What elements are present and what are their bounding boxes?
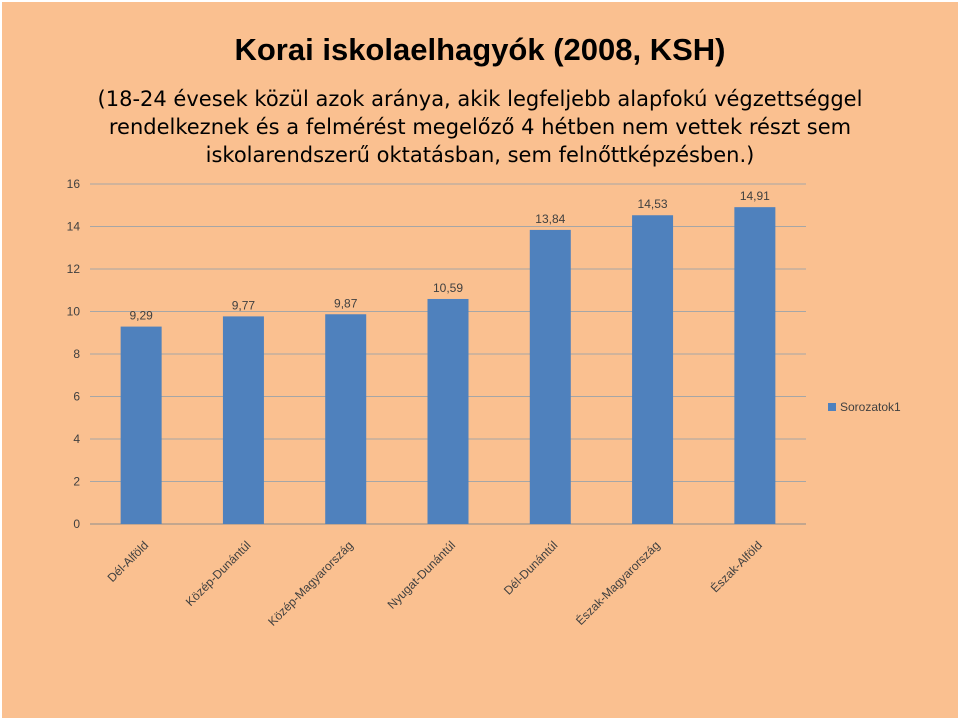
data-label: 9,87 xyxy=(334,296,358,310)
y-tick-label: 8 xyxy=(73,347,80,361)
chart-subtitle: (18-24 évesek közül azok aránya, akik le… xyxy=(97,87,863,167)
bar xyxy=(325,314,367,524)
bar xyxy=(427,298,469,524)
legend: Sorozatok1 xyxy=(828,400,901,414)
y-tick-label: 12 xyxy=(67,262,81,276)
bar xyxy=(632,215,674,525)
data-label: 9,29 xyxy=(129,309,153,323)
y-tick-label: 14 xyxy=(67,220,81,234)
legend-entry: Sorozatok1 xyxy=(840,400,901,414)
y-tick-label: 4 xyxy=(73,432,80,446)
data-label: 14,53 xyxy=(638,197,668,211)
x-tick-label: Észak-Alföld xyxy=(707,538,765,596)
data-label: 14,91 xyxy=(740,189,770,203)
bar xyxy=(120,326,162,524)
legend-swatch xyxy=(828,403,836,411)
data-label: 10,59 xyxy=(433,281,463,295)
y-tick-label: 16 xyxy=(67,177,81,191)
y-tick-label: 2 xyxy=(73,475,80,489)
x-tick-label: Észak-Magyarország xyxy=(572,538,662,628)
x-tick-label: Közép-Magyarország xyxy=(265,538,356,629)
bar xyxy=(734,207,776,524)
y-axis-ticks: 0 2 4 6 8 10 12 14 16 xyxy=(67,177,81,531)
y-tick-label: 0 xyxy=(73,517,80,531)
bar xyxy=(529,229,571,524)
y-tick-label: 6 xyxy=(73,390,80,404)
data-labels: 9,29 9,77 9,87 10,59 13,84 14,53 14,91 xyxy=(129,189,770,322)
x-tick-label: Dél-Alföld xyxy=(105,538,152,585)
chart-title: Korai iskolaelhagyók (2008, KSH) xyxy=(234,32,726,67)
x-tick-label: Közép-Dunántúl xyxy=(183,538,254,609)
x-axis-labels: Dél-Alföld Közép-Dunántúl Közép-Magyarorsz… xyxy=(105,538,765,629)
bar xyxy=(222,316,264,524)
y-tick-label: 10 xyxy=(67,305,81,319)
data-label: 13,84 xyxy=(535,212,565,226)
data-label: 9,77 xyxy=(232,298,256,312)
x-tick-label: Nyugat-Dunántúl xyxy=(385,538,459,612)
x-tick-label: Dél-Dunántúl xyxy=(501,538,560,597)
bars xyxy=(120,207,776,525)
